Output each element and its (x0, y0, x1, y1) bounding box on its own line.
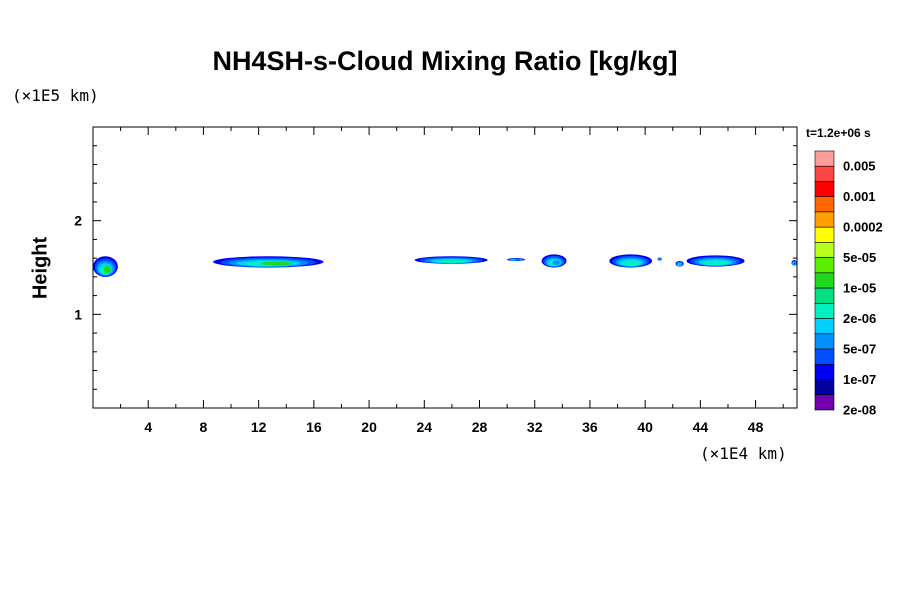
colorbar-swatch (814, 303, 835, 319)
cloud-patch-core (711, 260, 729, 265)
cloud-patch-core (261, 261, 293, 266)
colorbar-label: 5e-07 (843, 342, 876, 357)
time-label: t=1.2e+06 s (806, 126, 871, 140)
colorbar-swatch (814, 257, 835, 274)
cloud-patch-core (514, 259, 520, 261)
cloud-patch-core (103, 266, 111, 274)
colorbar-swatch (814, 333, 835, 350)
x-tick-label: 32 (527, 419, 543, 435)
colorbar-label: 2e-06 (843, 311, 876, 326)
colorbar-swatch (814, 196, 835, 213)
colorbar-label: 1e-05 (843, 281, 876, 296)
y-axis-scale-note: (×1E5 km) (12, 86, 99, 105)
colorbar-label: 0.005 (843, 159, 876, 174)
colorbar-swatch (814, 165, 835, 182)
colorbar-swatch (814, 242, 835, 258)
plot-frame (92, 126, 798, 409)
cloud-patch-core (679, 263, 682, 266)
x-tick-label: 44 (693, 419, 709, 435)
x-tick-label: 4 (144, 419, 152, 435)
cloud-patch-core (552, 260, 560, 266)
x-tick-label: 36 (582, 419, 598, 435)
colorbar-swatch (814, 211, 835, 228)
colorbar-swatch (814, 181, 835, 198)
colorbar-swatch (814, 272, 835, 289)
cloud-patch-core (627, 260, 640, 266)
x-tick-label: 12 (251, 419, 267, 435)
cloud-patch-core (659, 258, 661, 261)
x-tick-label: 40 (637, 419, 653, 435)
x-tick-label: 48 (748, 419, 764, 435)
colorbar-swatch (814, 348, 835, 365)
colorbar-swatch (814, 394, 835, 411)
cloud-patch-core (446, 259, 467, 263)
y-tick-label: 2 (74, 213, 82, 229)
x-tick-label: 28 (472, 419, 488, 435)
colorbar-swatch (814, 287, 835, 304)
cloud-patch-core (793, 262, 796, 265)
chart-title: NH4SH-s-Cloud Mixing Ratio [kg/kg] (212, 46, 678, 76)
colorbar-swatch (814, 150, 835, 167)
colorbar-label: 5e-05 (843, 250, 876, 265)
colorbar-swatch (814, 363, 835, 380)
cloud-patches (93, 254, 797, 277)
colorbar-label: 2e-08 (843, 403, 876, 418)
colorbar-label: 0.0002 (843, 220, 883, 235)
x-tick-label: 24 (417, 419, 433, 435)
x-tick-label: 16 (306, 419, 322, 435)
colorbar-swatch (814, 318, 835, 335)
x-tick-label: 8 (200, 419, 208, 435)
colorbar-label: 1e-07 (843, 372, 876, 387)
y-tick-label: 1 (74, 306, 82, 322)
colorbar-swatch (814, 379, 835, 396)
colorbar-swatch (814, 226, 835, 243)
colorbar-label: 0.001 (843, 189, 876, 204)
x-axis-scale-note: (×1E4 km) (700, 444, 787, 463)
x-tick-label: 20 (361, 419, 377, 435)
